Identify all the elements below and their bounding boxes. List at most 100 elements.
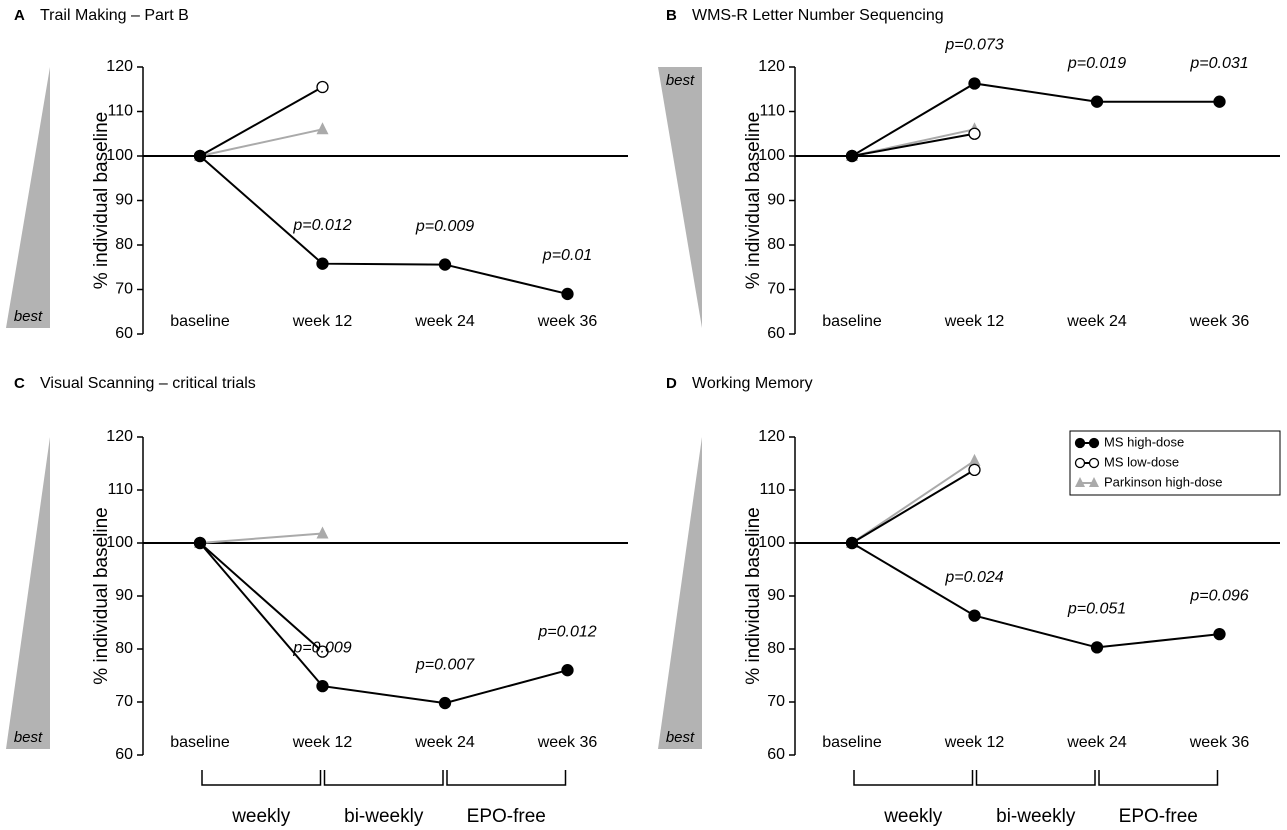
panel-title: Trail Making – Part B	[40, 7, 189, 24]
point	[1090, 95, 1104, 108]
annotation: p=0.009	[292, 639, 351, 656]
y-tick-label: 70	[115, 693, 133, 710]
x-tick-label: week 36	[537, 734, 598, 751]
point	[316, 257, 329, 270]
annotation: p=0.01	[542, 247, 592, 264]
y-tick-label: 80	[115, 236, 133, 253]
period-bracket	[323, 770, 444, 786]
point	[438, 696, 452, 710]
legend-label: MS low-dose	[1104, 454, 1179, 469]
y-tick-label: 100	[758, 534, 785, 551]
x-tick-label: week 36	[1189, 734, 1250, 751]
series-line	[851, 460, 976, 544]
point	[845, 536, 859, 550]
series-line	[851, 542, 1220, 649]
y-tick-label: 80	[767, 640, 785, 657]
y-tick-label: 110	[107, 481, 133, 498]
period-label: EPO-free	[467, 806, 546, 827]
y-tick-label: 120	[106, 428, 133, 445]
y-tick-label: 110	[759, 481, 785, 498]
point	[1090, 641, 1104, 654]
best-wedge	[658, 67, 702, 328]
point	[193, 536, 207, 550]
legend-marker	[1088, 437, 1100, 449]
point	[968, 127, 981, 140]
point	[438, 258, 452, 271]
y-tick-label: 60	[115, 325, 133, 342]
point	[316, 526, 329, 539]
y-tick-label: 80	[767, 236, 785, 253]
annotation: p=0.012	[537, 623, 596, 640]
y-tick-label: 70	[115, 281, 133, 298]
y-tick-label: 60	[767, 746, 785, 763]
point	[968, 453, 981, 466]
series-line	[851, 132, 975, 157]
series-line	[199, 155, 568, 295]
y-tick-label: 110	[107, 103, 133, 120]
y-tick-label: 110	[759, 103, 785, 120]
point	[1213, 95, 1226, 108]
series-line	[199, 86, 323, 157]
panel-title: Working Memory	[692, 375, 813, 392]
period-label: EPO-free	[1119, 806, 1198, 827]
point	[561, 287, 574, 301]
x-tick-label: baseline	[822, 734, 882, 751]
annotation: p=0.024	[944, 569, 1003, 586]
x-tick-label: baseline	[170, 734, 230, 751]
legend-marker	[1075, 477, 1085, 487]
legend-marker	[1074, 437, 1086, 449]
y-tick-label: 100	[106, 147, 133, 164]
panel-title: WMS-R Letter Number Sequencing	[692, 7, 944, 24]
period-bracket	[1098, 770, 1219, 786]
point	[561, 664, 574, 677]
panel-letter: C	[14, 375, 25, 392]
y-tick-label: 120	[106, 58, 133, 75]
y-tick-label: 70	[767, 693, 785, 710]
legend-marker	[1088, 457, 1100, 469]
series-line	[199, 532, 323, 544]
y-tick-label: 60	[767, 325, 785, 342]
y-axis-label: % individual baseline	[91, 507, 112, 684]
point	[968, 609, 981, 622]
best-label: best	[14, 308, 43, 325]
y-tick-label: 120	[758, 428, 785, 445]
y-axis-label: % individual baseline	[743, 112, 764, 289]
legend-marker	[1089, 477, 1099, 487]
period-label: bi-weekly	[996, 806, 1076, 827]
x-tick-label: week 24	[1066, 734, 1127, 751]
period-bracket	[853, 770, 974, 786]
best-wedge	[658, 437, 702, 749]
best-label: best	[666, 729, 695, 746]
best-label: best	[14, 729, 43, 746]
point	[1213, 628, 1226, 641]
period-label: weekly	[883, 806, 943, 827]
point	[968, 77, 981, 90]
period-bracket	[975, 770, 1096, 786]
annotation: p=0.073	[944, 37, 1003, 54]
y-tick-label: 100	[758, 147, 785, 164]
annotation: p=0.012	[292, 217, 351, 234]
x-tick-label: week 12	[944, 734, 1005, 751]
y-tick-label: 90	[115, 192, 133, 209]
series-line	[199, 542, 324, 653]
point	[968, 463, 981, 477]
legend-label: Parkinson high-dose	[1104, 474, 1223, 489]
legend-marker	[1074, 457, 1086, 469]
y-tick-label: 100	[106, 534, 133, 551]
y-tick-label: 90	[767, 192, 785, 209]
x-tick-label: week 12	[292, 313, 353, 330]
period-bracket	[446, 770, 567, 786]
point	[316, 122, 329, 135]
x-tick-label: week 36	[537, 313, 598, 330]
best-wedge	[6, 67, 50, 328]
period-label: bi-weekly	[344, 806, 424, 827]
y-tick-label: 70	[767, 281, 785, 298]
panel-letter: A	[14, 7, 25, 24]
point	[193, 149, 207, 163]
annotation: p=0.007	[415, 656, 475, 673]
panel-letter: B	[666, 7, 677, 24]
best-wedge	[6, 437, 50, 749]
point	[316, 645, 329, 658]
annotation: p=0.051	[1067, 601, 1126, 618]
y-tick-label: 80	[115, 640, 133, 657]
